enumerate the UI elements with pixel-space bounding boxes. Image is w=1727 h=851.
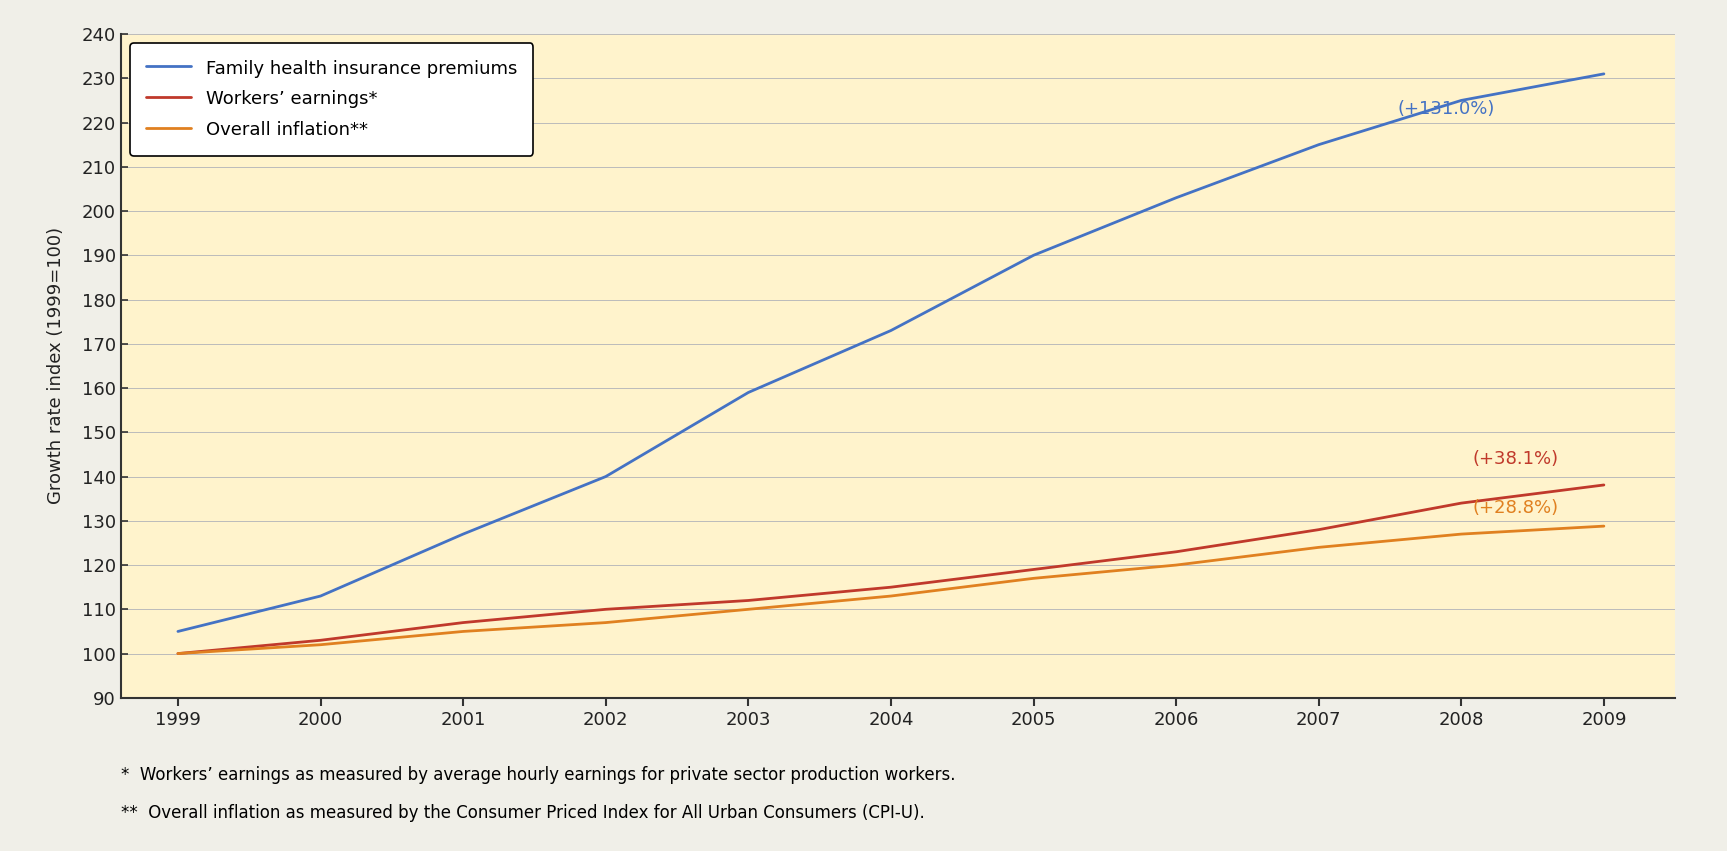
Line: Family health insurance premiums: Family health insurance premiums	[178, 74, 1604, 631]
Workers’ earnings*	[1166, 546, 1186, 557]
Text: **  Overall inflation as measured by the Consumer Priced Index for All Urban Con: ** Overall inflation as measured by the …	[121, 804, 924, 822]
Line: Overall inflation**: Overall inflation**	[178, 526, 1604, 654]
Text: (+38.1%): (+38.1%)	[1473, 450, 1559, 468]
Family health insurance premiums	[1022, 250, 1043, 260]
Overall inflation**	[1594, 521, 1615, 531]
Family health insurance premiums	[1594, 69, 1615, 79]
Workers’ earnings*	[1594, 480, 1615, 490]
Family health insurance premiums	[311, 591, 332, 601]
Overall inflation**	[1022, 574, 1043, 584]
Workers’ earnings*	[168, 648, 188, 659]
Family health insurance premiums	[168, 626, 188, 637]
Workers’ earnings*	[1309, 524, 1330, 534]
Family health insurance premiums	[1166, 192, 1186, 203]
Overall inflation**	[311, 640, 332, 650]
Text: *  Workers’ earnings as measured by average hourly earnings for private sector p: * Workers’ earnings as measured by avera…	[121, 766, 955, 784]
Text: (+131.0%): (+131.0%)	[1397, 100, 1494, 118]
Line: Workers’ earnings*: Workers’ earnings*	[178, 485, 1604, 654]
Workers’ earnings*	[311, 635, 332, 645]
Workers’ earnings*	[1022, 564, 1043, 574]
Overall inflation**	[452, 626, 473, 637]
Family health insurance premiums	[596, 471, 617, 482]
Overall inflation**	[1309, 542, 1330, 552]
Family health insurance premiums	[737, 387, 758, 397]
Overall inflation**	[1451, 529, 1471, 540]
Overall inflation**	[737, 604, 758, 614]
Workers’ earnings*	[596, 604, 617, 614]
Y-axis label: Growth rate index (1999=100): Growth rate index (1999=100)	[47, 227, 66, 505]
Family health insurance premiums	[881, 325, 901, 335]
Family health insurance premiums	[1451, 95, 1471, 106]
Workers’ earnings*	[1451, 498, 1471, 508]
Overall inflation**	[596, 618, 617, 628]
Workers’ earnings*	[881, 582, 901, 592]
Family health insurance premiums	[452, 529, 473, 540]
Text: (+28.8%): (+28.8%)	[1473, 499, 1559, 517]
Workers’ earnings*	[737, 596, 758, 606]
Workers’ earnings*	[452, 618, 473, 628]
Legend: Family health insurance premiums, Workers’ earnings*, Overall inflation**: Family health insurance premiums, Worker…	[130, 43, 534, 156]
Overall inflation**	[1166, 560, 1186, 570]
Overall inflation**	[881, 591, 901, 601]
Overall inflation**	[168, 648, 188, 659]
Family health insurance premiums	[1309, 140, 1330, 150]
